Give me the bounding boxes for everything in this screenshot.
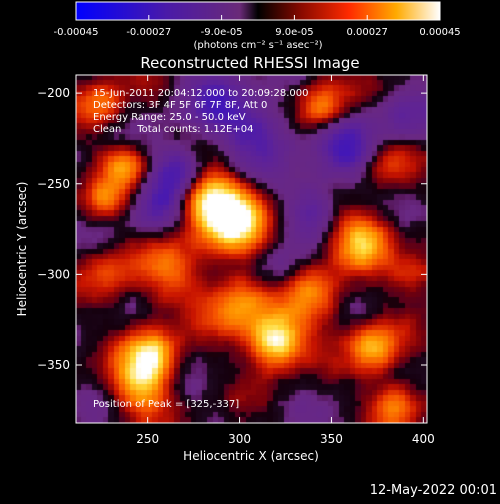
- annotation-clean-counts: Clean Total counts: 1.12E+04: [93, 124, 253, 135]
- y-tick-label: −350: [37, 358, 70, 372]
- x-tick-label: 350: [320, 432, 343, 446]
- colorbar-label: (photons cm⁻² s⁻¹ asec⁻²): [193, 40, 322, 51]
- y-tick-label: −300: [37, 267, 70, 281]
- colorbar-tick-label: 9.0e-05: [275, 27, 313, 38]
- plot-frame: [75, 74, 428, 424]
- x-axis-label: Heliocentric X (arcsec): [183, 449, 319, 463]
- x-tick-label: 400: [412, 432, 435, 446]
- colorbar-tick-label: -9.0e-05: [201, 27, 243, 38]
- peak-position-label: Position of Peak = [325,-337]: [93, 399, 239, 410]
- annotation-energy-range: Energy Range: 25.0 - 50.0 keV: [93, 112, 246, 123]
- y-axis-ticks: −200 −250 −300 −350: [37, 86, 427, 372]
- annotation-detectors: Detectors: 3F 4F 5F 6F 7F 8F, Att 0: [93, 100, 267, 111]
- annotation-time-range: 15-Jun-2011 20:04:12.000 to 20:09:28.000: [93, 88, 309, 99]
- x-tick-label: 250: [136, 432, 159, 446]
- timestamp: 12-May-2022 00:01: [370, 483, 497, 498]
- y-axis-label: Heliocentric Y (arcsec): [15, 182, 29, 317]
- colorbar-tick-label: -0.00027: [126, 27, 171, 38]
- colorbar-tick-label: 0.00027: [347, 27, 388, 38]
- colorbar-ticks: -0.00045 -0.00027 -9.0e-05 9.0e-05 0.00027 0.…: [54, 15, 461, 38]
- colorbar-tick-label: -0.00045: [54, 27, 99, 38]
- colorbar-tick-label: 0.00045: [419, 27, 460, 38]
- colorbar: [75, 1, 441, 21]
- y-tick-label: −250: [37, 177, 70, 191]
- chart-title: Reconstructed RHESSI Image: [140, 54, 359, 72]
- x-tick-label: 300: [228, 432, 251, 446]
- x-axis-ticks: 250 300 350 400: [136, 75, 435, 446]
- y-tick-label: −200: [37, 86, 70, 100]
- heatmap-image: [76, 75, 427, 423]
